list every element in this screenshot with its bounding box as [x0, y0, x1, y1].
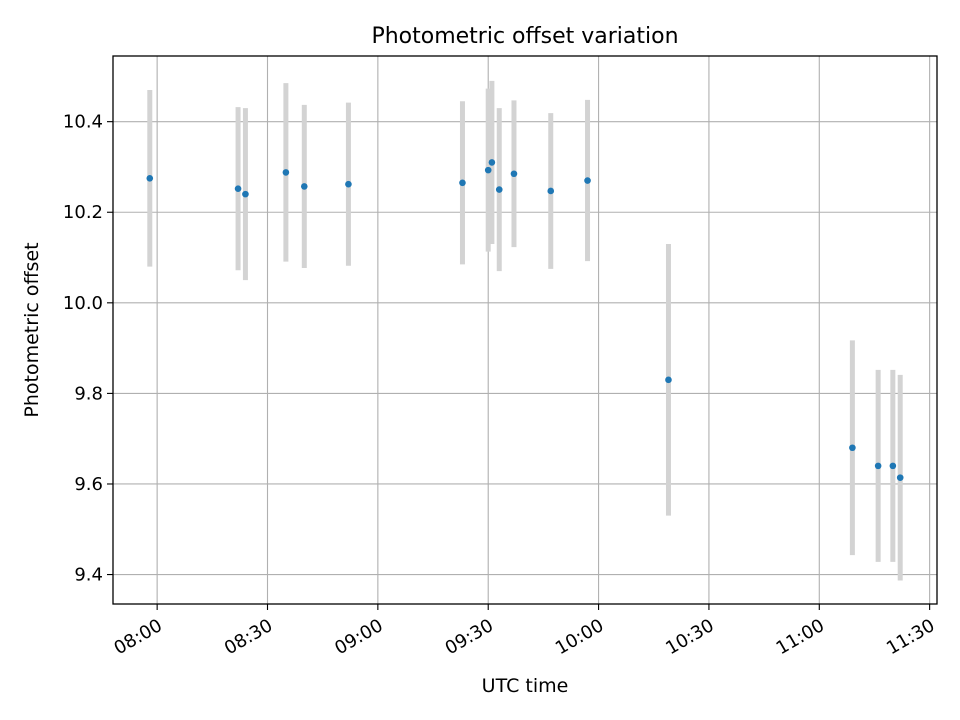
y-axis-ticks: 9.4 9.6 9.8 10.0 10.2 10.4 [63, 112, 113, 586]
data-point [242, 190, 249, 198]
data-point [345, 180, 352, 188]
grid-lines [113, 56, 937, 604]
y-tick-label: 9.6 [74, 474, 103, 495]
data-point [510, 170, 518, 178]
y-tick-label: 9.4 [74, 565, 103, 586]
data-point [300, 183, 308, 190]
data-point [889, 462, 897, 470]
data-point [488, 159, 496, 166]
y-tick-label: 10.4 [63, 112, 103, 133]
y-tick-label: 10.2 [63, 202, 103, 223]
data-point [484, 166, 492, 174]
chart-title: Photometric offset variation [371, 24, 678, 49]
data-point [495, 186, 503, 193]
data-point [459, 179, 466, 187]
y-axis-label: Photometric offset [21, 242, 43, 417]
y-tick-label: 9.8 [74, 383, 103, 404]
y-tick-label: 10.0 [63, 293, 103, 314]
data-point [234, 185, 242, 192]
data-point [874, 462, 882, 470]
x-axis-label: UTC time [482, 675, 569, 697]
plot-area-frame [112, 55, 938, 605]
data-point [665, 376, 672, 384]
data-point [146, 174, 154, 182]
data-point [547, 187, 555, 195]
data-point [584, 177, 591, 184]
data-point [282, 169, 290, 176]
data-points [146, 159, 904, 481]
data-point [896, 474, 904, 481]
data-point [849, 444, 856, 452]
